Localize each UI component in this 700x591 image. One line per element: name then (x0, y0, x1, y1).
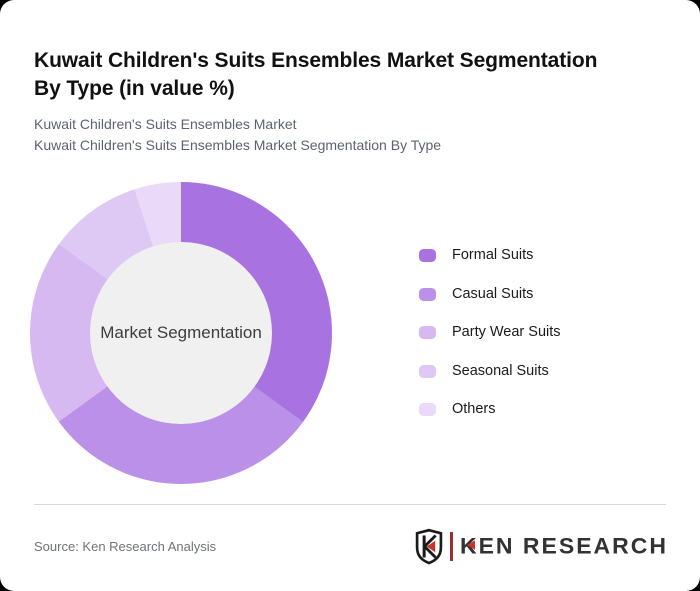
source-note: Source: Ken Research Analysis (34, 539, 217, 554)
chart-subtitles: Kuwait Children's Suits Ensembles Market… (34, 114, 654, 155)
legend-item-others: Others (419, 402, 561, 417)
shield-k-icon (416, 528, 443, 565)
donut-chart: Market Segmentation (30, 182, 332, 484)
legend-swatch-formal-suits (419, 249, 436, 262)
legend-swatch-casual-suits (419, 287, 436, 301)
legend-label: Casual Suits (452, 285, 534, 302)
subtitle-line-1: Kuwait Children's Suits Ensembles Market (34, 116, 297, 132)
legend-item-seasonal-suits: Seasonal Suits (419, 362, 561, 379)
logo-k-accent-icon (466, 539, 475, 550)
chart-legend: Formal Suits Casual Suits Party Wear Sui… (419, 248, 561, 417)
legend-item-casual-suits: Casual Suits (419, 285, 561, 302)
legend-label: Formal Suits (452, 247, 534, 263)
footer-divider (34, 504, 666, 505)
legend-swatch-seasonal-suits (419, 364, 436, 378)
logo-brand-text: KEN RESEARCH (460, 533, 668, 559)
logo-separator (450, 531, 453, 561)
page-title: Kuwait Children's Suits Ensembles Market… (34, 49, 598, 101)
ken-research-logo: KEN RESEARCH (414, 527, 668, 565)
donut-hole: Market Segmentation (90, 242, 272, 424)
legend-label: Party Wear Suits (452, 324, 561, 340)
legend-swatch-party-wear-suits (419, 326, 436, 339)
legend-item-formal-suits: Formal Suits (419, 248, 561, 263)
donut-center-label: Market Segmentation (100, 323, 262, 342)
logo-brand-label: KEN RESEARCH (459, 533, 668, 558)
legend-swatch-others (419, 403, 436, 416)
subtitle-line-2: Kuwait Children's Suits Ensembles Market… (34, 136, 442, 153)
legend-label: Others (452, 401, 496, 417)
legend-label: Seasonal Suits (452, 362, 549, 379)
legend-item-party-wear-suits: Party Wear Suits (419, 325, 561, 340)
